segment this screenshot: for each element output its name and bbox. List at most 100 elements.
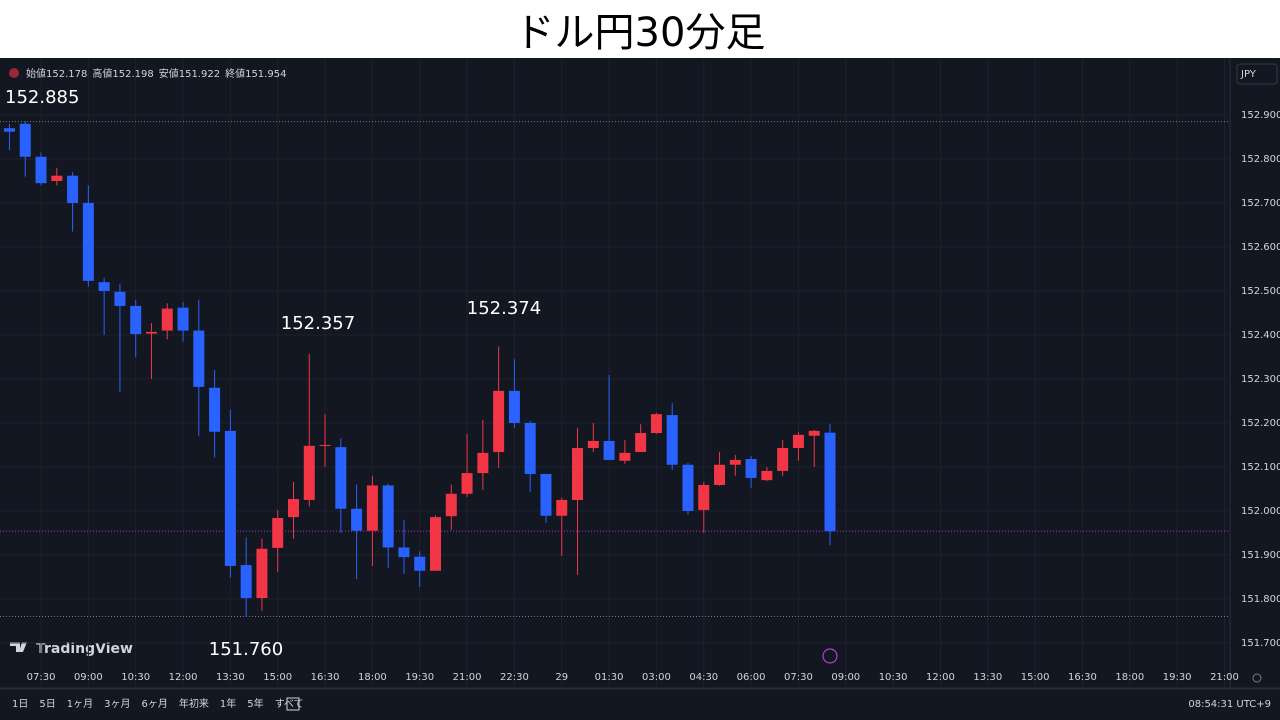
ohlc-value: 152.178 bbox=[46, 69, 87, 80]
candle bbox=[209, 370, 221, 458]
candle bbox=[98, 277, 110, 335]
candle bbox=[698, 481, 710, 533]
x-tick-label: 13:30 bbox=[216, 672, 245, 683]
candle-body bbox=[824, 432, 836, 532]
candle bbox=[729, 455, 741, 476]
candle bbox=[35, 152, 47, 186]
ohlc-value: 152.198 bbox=[112, 69, 153, 80]
chart: JPY TradingView 152.900 152.800 152.700 152… bbox=[0, 58, 1280, 720]
candle bbox=[777, 440, 789, 476]
settings-icon[interactable] bbox=[1252, 673, 1262, 683]
candle bbox=[319, 414, 331, 467]
y-tick-label: 151.800 bbox=[1241, 594, 1280, 605]
range-button[interactable]: 年初来 bbox=[179, 697, 209, 710]
range-button[interactable]: 1年 bbox=[220, 697, 236, 710]
candle-body bbox=[398, 547, 410, 558]
ohlc-label: 終値 bbox=[225, 67, 245, 80]
candle-body bbox=[3, 128, 15, 132]
x-tick-label: 29 bbox=[555, 672, 568, 683]
candle-body bbox=[19, 123, 31, 157]
range-button[interactable]: 3ヶ月 bbox=[104, 698, 130, 710]
alert-icon[interactable] bbox=[822, 648, 838, 664]
candle-body bbox=[130, 305, 142, 335]
candle bbox=[666, 403, 678, 471]
candle bbox=[619, 440, 631, 464]
candle bbox=[824, 423, 836, 546]
candle-body bbox=[272, 517, 284, 548]
range-button[interactable]: 5年 bbox=[247, 697, 263, 710]
candle bbox=[145, 323, 157, 379]
candle-body bbox=[319, 444, 331, 446]
candle bbox=[398, 519, 410, 574]
candle-body bbox=[240, 565, 252, 599]
candle bbox=[714, 451, 726, 486]
candle-body bbox=[650, 414, 662, 434]
candle bbox=[445, 484, 457, 530]
currency-label: JPY bbox=[1240, 69, 1257, 80]
candle bbox=[508, 359, 520, 428]
x-tick-label: 10:30 bbox=[121, 672, 150, 683]
price-annotation: 152.885 bbox=[5, 87, 79, 108]
candle-body bbox=[729, 459, 741, 465]
date-range-icon[interactable] bbox=[286, 697, 300, 711]
candle-body bbox=[177, 307, 189, 331]
candle bbox=[540, 473, 552, 523]
candle-body bbox=[303, 445, 315, 500]
candle bbox=[114, 283, 126, 393]
x-tick-label: 21:00 bbox=[1210, 672, 1239, 683]
candle bbox=[493, 346, 505, 468]
clock: 08:54:31 UTC+9 bbox=[1188, 699, 1271, 710]
candle-body bbox=[714, 464, 726, 485]
candle-body bbox=[572, 448, 584, 500]
candle-body bbox=[114, 291, 126, 306]
candle bbox=[382, 483, 394, 569]
range-button[interactable]: すべて bbox=[275, 698, 304, 710]
candle-body bbox=[635, 433, 647, 452]
candle bbox=[524, 420, 536, 493]
chart-bg bbox=[0, 58, 1280, 720]
ohlc-label: 安値 bbox=[159, 67, 179, 80]
candle-body bbox=[508, 390, 520, 423]
page-title: ドル円30分足 bbox=[514, 10, 766, 56]
x-tick-label: 04:30 bbox=[689, 672, 718, 683]
x-tick-label: 03:00 bbox=[642, 672, 671, 683]
x-tick-label: 16:30 bbox=[1068, 672, 1097, 683]
symbol-icon bbox=[9, 68, 19, 78]
candle bbox=[366, 475, 378, 566]
candle-body bbox=[35, 156, 47, 184]
range-button[interactable]: 6ヶ月 bbox=[142, 698, 168, 710]
candle bbox=[335, 438, 347, 533]
candle-body bbox=[382, 485, 394, 548]
candle bbox=[82, 185, 94, 287]
x-tick-label: 12:00 bbox=[169, 672, 198, 683]
range-button[interactable]: 1ヶ月 bbox=[67, 698, 93, 710]
grid bbox=[0, 58, 1230, 688]
price-annotation: 152.374 bbox=[467, 298, 541, 319]
candle bbox=[272, 510, 284, 573]
candle bbox=[556, 497, 568, 556]
range-button[interactable]: 5日 bbox=[39, 699, 55, 710]
currency-select[interactable] bbox=[1236, 63, 1278, 85]
candle-body bbox=[698, 484, 710, 511]
candle-body bbox=[761, 470, 773, 481]
price-annotation: 151.760 bbox=[209, 639, 283, 660]
ohlc-value: 151.954 bbox=[245, 69, 286, 80]
candle-body bbox=[366, 485, 378, 531]
x-tick-label: 19:30 bbox=[405, 672, 434, 683]
candle-body bbox=[556, 499, 568, 516]
candle bbox=[414, 551, 426, 588]
x-tick-label: 01:30 bbox=[595, 672, 624, 683]
candle bbox=[177, 301, 189, 342]
y-tick-label: 152.700 bbox=[1241, 198, 1280, 209]
tv-logo-mark bbox=[10, 642, 27, 652]
candle bbox=[745, 455, 757, 489]
range-button[interactable]: 1日 bbox=[12, 699, 28, 710]
candle-body bbox=[540, 473, 552, 516]
candle bbox=[161, 303, 173, 340]
candle-body bbox=[51, 175, 63, 181]
y-tick-label: 152.900 bbox=[1241, 110, 1280, 121]
x-tick-label: 18:00 bbox=[358, 672, 387, 683]
candle-body bbox=[524, 422, 536, 474]
candle bbox=[3, 123, 15, 151]
candle-body bbox=[351, 508, 363, 531]
